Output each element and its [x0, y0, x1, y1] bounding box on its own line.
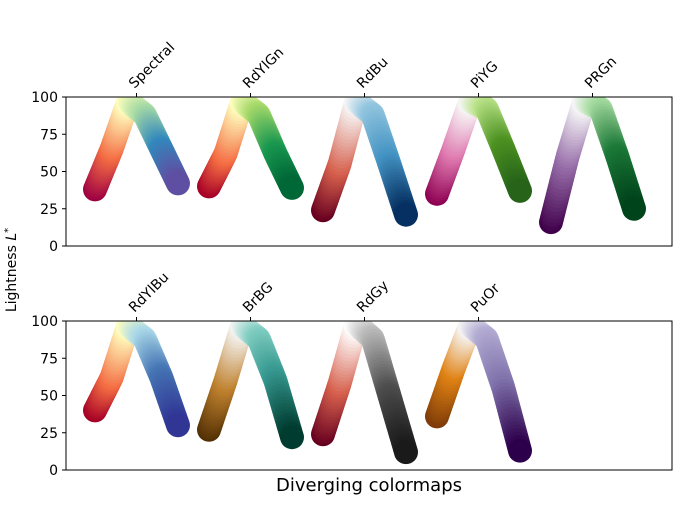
y-tick-label: 50	[40, 165, 58, 181]
x-axis-label: Diverging colormaps	[276, 475, 462, 496]
colormap-RdYlGn-points	[197, 97, 304, 200]
colormap-PiYG-points	[425, 97, 532, 206]
colormap-PRGn-points	[539, 97, 646, 235]
colormap-Spectral-points	[83, 97, 190, 202]
y-tick-label: 100	[31, 90, 58, 106]
colormap-point	[166, 413, 190, 438]
y-tick-label: 0	[49, 463, 58, 479]
colormap-RdGy-points	[311, 321, 418, 465]
colormap-point	[280, 425, 304, 450]
y-tick-label: 25	[40, 202, 58, 218]
colormap-point	[280, 175, 304, 200]
bottom-panel-marks	[83, 321, 532, 465]
colormap-point	[508, 178, 532, 203]
y-axis-label: Lightness L*	[3, 228, 20, 312]
top-panel-marks	[83, 97, 646, 235]
colormap-point	[394, 440, 418, 465]
y-tick-label: 25	[40, 426, 58, 442]
y-tick-label: 0	[49, 239, 58, 255]
colormap-RdYlBu-points	[83, 321, 190, 438]
y-tick-label: 75	[40, 127, 58, 143]
colormap-point	[508, 438, 532, 463]
y-tick-label: 50	[40, 389, 58, 405]
y-tick-label: 75	[40, 351, 58, 367]
colormap-RdBu-points	[311, 97, 418, 227]
colormap-point	[166, 171, 190, 196]
y-tick-label: 100	[31, 314, 58, 330]
colormap-point	[394, 202, 418, 227]
bottom-panel-y-ticks: 0 25 50 75 100	[31, 314, 66, 479]
top-panel-y-ticks: 0 25 50 75 100	[31, 90, 66, 255]
colormap-BrBG-points	[197, 321, 304, 450]
colormap-point	[622, 196, 646, 221]
colormap-PuOr-points	[425, 321, 532, 463]
